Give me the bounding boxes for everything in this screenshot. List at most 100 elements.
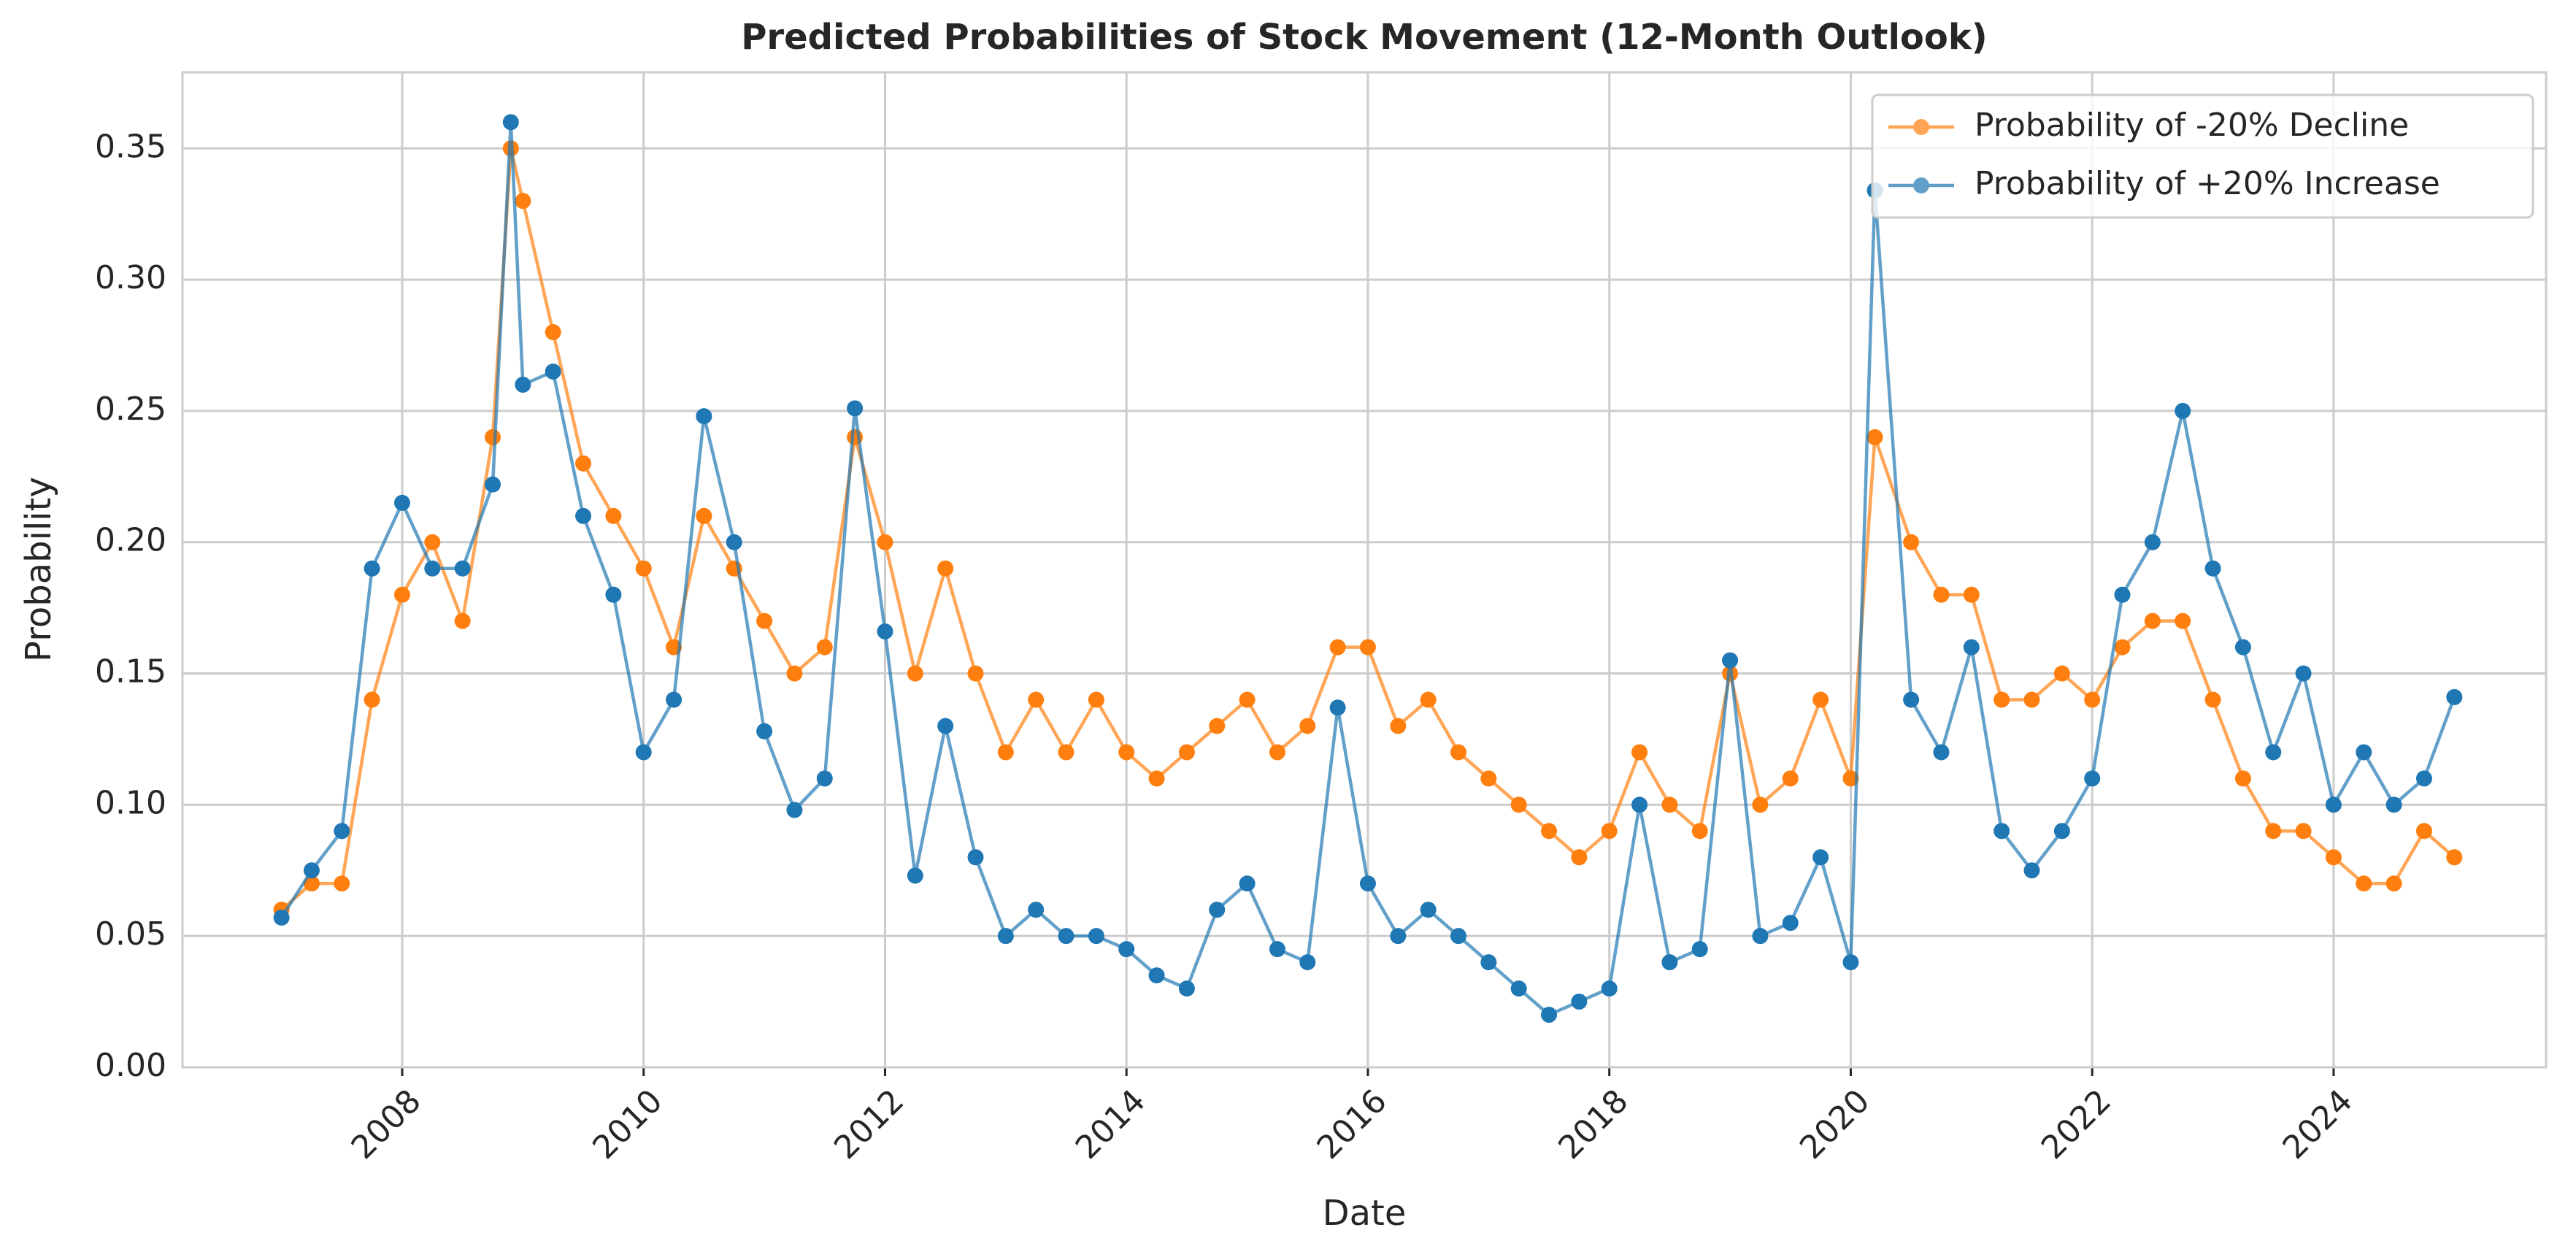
x-axis-label: Date bbox=[1323, 1193, 1407, 1234]
data-point bbox=[1480, 954, 1497, 971]
data-point bbox=[1782, 770, 1799, 787]
data-point bbox=[1088, 691, 1104, 708]
data-point bbox=[635, 744, 652, 761]
data-point bbox=[1178, 744, 1195, 761]
data-point bbox=[816, 770, 833, 787]
legend-box bbox=[1871, 93, 2534, 219]
data-point bbox=[515, 376, 531, 393]
y-tick-label: 0.05 bbox=[95, 915, 166, 953]
data-point bbox=[1722, 652, 1739, 669]
data-point bbox=[485, 476, 501, 493]
data-point bbox=[334, 875, 350, 892]
data-point bbox=[1390, 718, 1407, 734]
y-tick-label: 0.25 bbox=[95, 391, 166, 428]
data-point bbox=[1450, 744, 1466, 761]
data-point bbox=[575, 507, 592, 524]
data-point bbox=[1866, 429, 1883, 445]
data-point bbox=[1903, 691, 1920, 708]
data-point bbox=[1903, 534, 1920, 550]
data-point bbox=[273, 910, 290, 926]
data-point bbox=[1541, 1007, 1558, 1023]
data-point bbox=[1571, 994, 1588, 1010]
data-point bbox=[997, 744, 1014, 761]
data-point bbox=[756, 723, 773, 740]
data-point bbox=[1299, 718, 1316, 734]
data-point bbox=[393, 586, 410, 603]
data-point bbox=[1601, 980, 1618, 997]
legend-key bbox=[1888, 177, 1954, 193]
data-point bbox=[2234, 639, 2251, 656]
data-point bbox=[756, 612, 773, 629]
data-point bbox=[1329, 699, 1346, 716]
data-point bbox=[1933, 744, 1950, 761]
data-point bbox=[1963, 586, 1980, 603]
data-point bbox=[1239, 875, 1256, 892]
data-point bbox=[2446, 688, 2463, 705]
data-point bbox=[937, 560, 954, 577]
y-tick-label: 0.20 bbox=[95, 522, 166, 559]
data-point bbox=[1028, 902, 1045, 918]
data-point bbox=[1661, 954, 1678, 971]
data-point bbox=[967, 849, 984, 866]
data-point bbox=[303, 862, 320, 879]
data-point bbox=[937, 718, 954, 734]
data-point bbox=[2356, 744, 2372, 761]
data-point bbox=[515, 193, 531, 210]
data-point bbox=[364, 560, 380, 577]
data-point bbox=[1782, 915, 1799, 931]
data-point bbox=[1963, 639, 1980, 656]
data-point bbox=[967, 665, 984, 682]
data-point bbox=[2234, 770, 2251, 787]
legend-key bbox=[1888, 119, 1954, 135]
data-point bbox=[696, 507, 712, 524]
data-point bbox=[816, 639, 833, 656]
data-point bbox=[1148, 770, 1165, 787]
data-point bbox=[907, 867, 923, 884]
data-point bbox=[2175, 402, 2191, 419]
data-point bbox=[2265, 744, 2282, 761]
y-tick-label: 0.30 bbox=[95, 259, 166, 296]
data-point bbox=[847, 400, 864, 417]
data-point bbox=[997, 928, 1014, 945]
data-point bbox=[1631, 796, 1648, 813]
data-point bbox=[2114, 639, 2131, 656]
data-point bbox=[1239, 691, 1256, 708]
data-point bbox=[2295, 665, 2312, 682]
chart-title: Predicted Probabilities of Stock Movemen… bbox=[741, 17, 1988, 58]
data-point bbox=[334, 823, 350, 840]
data-point bbox=[726, 534, 742, 550]
data-point bbox=[1269, 744, 1285, 761]
data-point bbox=[2114, 586, 2131, 603]
data-point bbox=[2356, 875, 2372, 892]
data-point bbox=[575, 455, 592, 472]
legend-label: Probability of +20% Increase bbox=[1975, 165, 2440, 202]
data-point bbox=[2053, 665, 2070, 682]
data-point bbox=[786, 665, 803, 682]
data-point bbox=[1842, 954, 1859, 971]
data-point bbox=[502, 114, 519, 131]
data-point bbox=[2175, 612, 2191, 629]
data-point bbox=[2053, 823, 2070, 840]
data-point bbox=[1933, 586, 1950, 603]
data-point bbox=[1752, 928, 1769, 945]
data-point bbox=[2084, 770, 2101, 787]
data-point bbox=[2385, 796, 2402, 813]
data-point bbox=[1752, 796, 1769, 813]
data-point bbox=[1510, 980, 1527, 997]
data-point bbox=[2023, 862, 2040, 879]
data-point bbox=[1209, 718, 1226, 734]
legend-marker bbox=[1913, 119, 1929, 135]
data-point bbox=[635, 560, 652, 577]
data-point bbox=[2204, 691, 2221, 708]
data-point bbox=[2415, 823, 2432, 840]
data-point bbox=[1359, 875, 1376, 892]
data-point bbox=[1812, 691, 1829, 708]
data-point bbox=[1993, 691, 2010, 708]
data-point bbox=[696, 408, 712, 425]
y-tick-label: 0.00 bbox=[95, 1047, 166, 1084]
data-point bbox=[1631, 744, 1648, 761]
data-point bbox=[2446, 849, 2463, 866]
data-point bbox=[1691, 941, 1708, 958]
y-tick-label: 0.10 bbox=[95, 784, 166, 821]
